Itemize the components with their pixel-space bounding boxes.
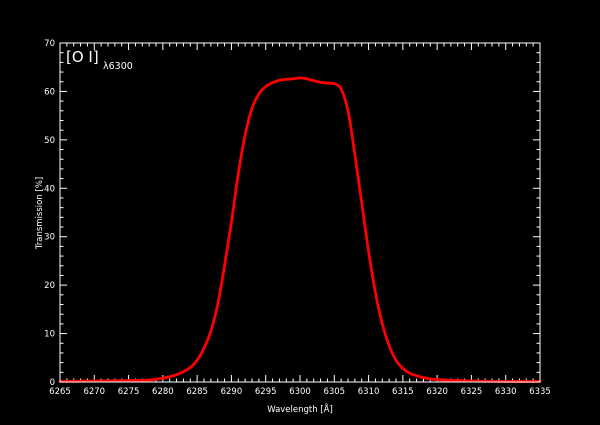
y-tick-label: 10: [44, 330, 55, 340]
x-tick-label: 6315: [392, 387, 414, 397]
x-tick-label: 6275: [118, 387, 140, 397]
x-tick-label: 6285: [186, 387, 208, 397]
y-tick-label: 40: [44, 184, 55, 194]
y-tick-label: 30: [44, 233, 55, 243]
annotation-label: [O I]: [66, 48, 99, 66]
annotation-subscript: λ6300: [103, 61, 133, 72]
y-axis-label: Transmission [%]: [35, 177, 45, 250]
y-tick-label: 60: [44, 87, 55, 97]
y-tick-label: 70: [44, 39, 55, 49]
x-tick-label: 6290: [221, 387, 243, 397]
plot-frame: [59, 42, 541, 383]
x-tick-label: 6265: [49, 387, 71, 397]
x-tick-label: 6280: [152, 387, 174, 397]
x-axis-label: Wavelength [Å]: [267, 403, 333, 415]
x-tick-label: 6300: [289, 387, 311, 397]
y-tick-label: 20: [44, 281, 55, 291]
x-tick-label: 6335: [529, 387, 551, 397]
x-tick-label: 6295: [255, 387, 277, 397]
x-tick-label: 6325: [461, 387, 483, 397]
tick-labels-layer: 6265 6270 6275 6280 6285 6290 6295 6300 6305 6310…: [44, 39, 551, 397]
x-tick-label: 6270: [83, 387, 105, 397]
transmission-curve: [58, 76, 542, 383]
x-tick-label: 6310: [358, 387, 380, 397]
x-tick-label: 6320: [426, 387, 448, 397]
x-tick-label: 6330: [495, 387, 517, 397]
x-tick-label: 6305: [323, 387, 345, 397]
y-tick-label: 50: [44, 136, 55, 146]
y-tick-label: 0: [50, 378, 55, 388]
